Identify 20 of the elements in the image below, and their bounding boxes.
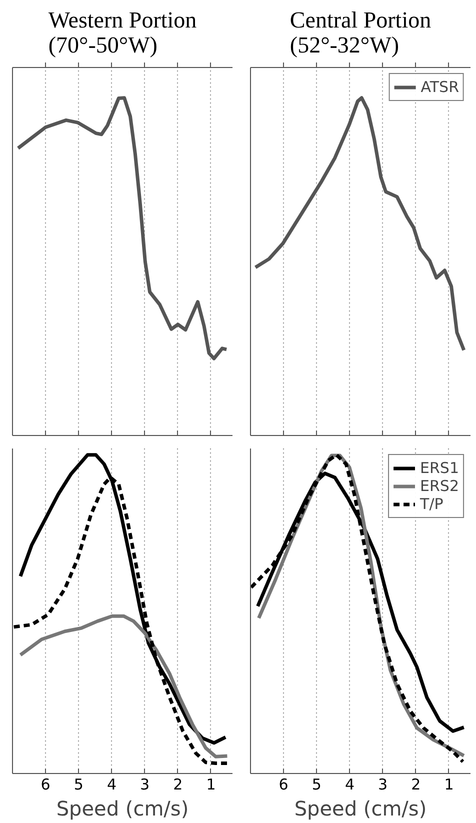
x-tick-label: 4 (106, 776, 117, 794)
legend-label: T/P (420, 495, 444, 513)
x-tick-label: 1 (206, 776, 216, 794)
x-tick-label: 5 (74, 776, 84, 794)
x-tick-label: 2 (411, 776, 421, 794)
x-tick-label: 6 (278, 776, 288, 794)
x-tick-label: 3 (140, 776, 150, 794)
legend-label: ERS2 (420, 477, 459, 495)
chart-title: Central Portion (52°-32°W) (290, 8, 432, 58)
x-axis-title: Speed (cm/s) (56, 796, 189, 820)
x-tick-label: 1 (444, 776, 454, 794)
legend-label: ATSR (420, 78, 459, 96)
legend-label: ERS1 (420, 459, 459, 477)
chart-title: Western Portion (70°-50°W) (48, 8, 198, 58)
x-tick-label: 4 (344, 776, 355, 794)
x-tick-label: 3 (378, 776, 388, 794)
x-tick-label: 5 (312, 776, 322, 794)
x-tick-label: 2 (173, 776, 183, 794)
x-axis-title: Speed (cm/s) (294, 796, 427, 820)
x-tick-label: 6 (40, 776, 50, 794)
